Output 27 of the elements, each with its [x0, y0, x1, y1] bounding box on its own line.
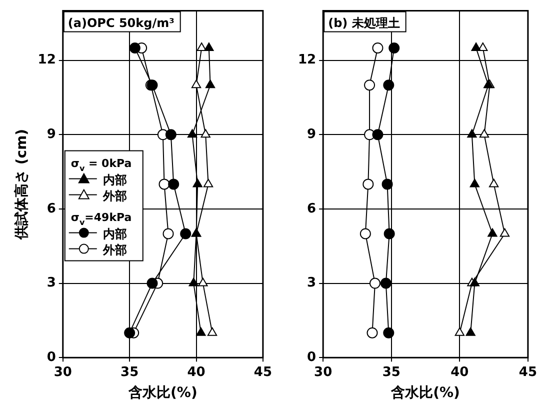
x-tick-label: 30 — [54, 364, 72, 380]
y-tick-label: 9 — [307, 127, 316, 142]
legend-label: 外部 — [102, 188, 127, 203]
x-tick-label: 30 — [314, 364, 332, 380]
y-tick-label: 0 — [307, 350, 316, 365]
y-tick-label: 0 — [46, 350, 56, 365]
y-axis-title: 供試体高さ (cm) — [13, 128, 30, 240]
legend-label: 内部 — [102, 172, 127, 187]
y-tick-label: 6 — [307, 201, 316, 216]
legend-label: 外部 — [102, 242, 127, 257]
x-tick-label: 45 — [254, 364, 272, 380]
y-tick-label: 3 — [46, 276, 56, 291]
x-tick-label: 40 — [450, 364, 469, 380]
x-axis-title: 含水比(%) — [390, 385, 460, 402]
x-axis-title: 含水比(%) — [128, 385, 198, 402]
x-tick-label: 35 — [382, 364, 400, 380]
x-tick-label: 35 — [120, 364, 139, 380]
chart-title: (b) 未処理土 — [328, 16, 400, 30]
chart-title: (a)OPC 50kg/m³ — [68, 16, 174, 30]
x-tick-label: 40 — [187, 364, 206, 380]
y-tick-label: 12 — [298, 52, 316, 68]
y-tick-label: 6 — [46, 201, 56, 216]
legend-label: 内部 — [102, 226, 127, 241]
y-tick-label: 3 — [307, 276, 316, 291]
x-tick-label: 45 — [518, 364, 537, 380]
y-tick-label: 9 — [46, 127, 56, 142]
y-tick-label: 12 — [38, 52, 56, 68]
